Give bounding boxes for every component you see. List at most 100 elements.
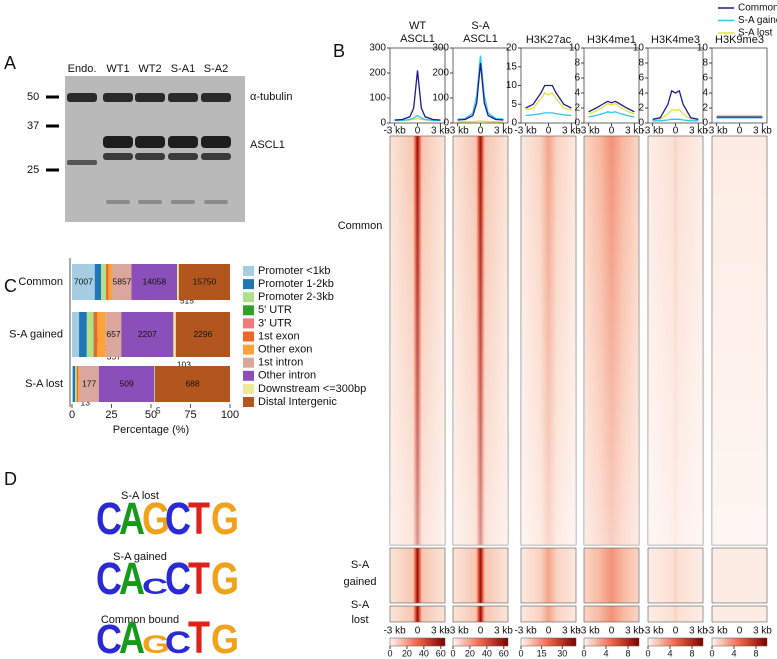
bar-segment xyxy=(178,264,230,300)
profile-line xyxy=(457,55,504,120)
y-tick-label: 20 xyxy=(506,43,518,54)
band xyxy=(204,200,228,204)
value-label: 177 xyxy=(82,378,96,388)
y-tick-label: 10 xyxy=(697,43,709,54)
x-tick-label: 3 kb xyxy=(494,126,513,137)
x-tick-label: 0 xyxy=(609,126,615,137)
bar-segment xyxy=(72,366,76,402)
profile-title: ASCL1 xyxy=(463,33,498,45)
band xyxy=(135,136,165,148)
colorbar xyxy=(583,637,640,647)
bar-segment xyxy=(154,366,230,402)
legend-label: Promoter 2-3kb xyxy=(258,291,334,303)
colorbar-label: 40 xyxy=(482,648,492,658)
heatmap xyxy=(583,547,640,604)
band xyxy=(138,200,162,204)
y-tick-label: 8 xyxy=(638,58,644,69)
marker-label: 37 xyxy=(27,120,39,132)
bar-segment xyxy=(106,264,109,300)
x-tick-label: 0 xyxy=(478,626,484,637)
legend-label: Promoter 1-2kb xyxy=(258,278,334,290)
x-tick-label: 0 xyxy=(737,626,743,637)
band xyxy=(135,153,165,160)
colorbar-label: 0 xyxy=(581,648,586,658)
value-label: 5 xyxy=(156,405,161,415)
band xyxy=(168,136,198,148)
motif-letter: G xyxy=(211,493,239,544)
x-tick-label: 25 xyxy=(105,409,117,421)
profile-line xyxy=(588,111,635,118)
profile-line xyxy=(394,114,441,122)
x-tick-label: 3 kb xyxy=(753,126,772,137)
bar-segment xyxy=(173,312,176,357)
profile-title: S-A xyxy=(471,20,490,32)
x-tick-label: -3 kb xyxy=(577,126,600,137)
legend-label: 1st exon xyxy=(258,330,300,342)
heatmap-row-label: S-A xyxy=(351,559,370,571)
band xyxy=(168,93,198,102)
x-tick-label: -3 kb xyxy=(577,626,600,637)
colorbar-label: 60 xyxy=(436,648,446,658)
y-tick-label: 4 xyxy=(574,88,580,99)
y-tick-label: 15 xyxy=(506,61,518,72)
heatmap xyxy=(520,605,577,623)
bar-segment xyxy=(175,312,230,357)
marker-label: 25 xyxy=(27,164,39,176)
legend-label: 5' UTR xyxy=(258,304,292,316)
band xyxy=(168,153,198,160)
legend-label: Promoter <1kb xyxy=(258,265,330,277)
motif-letter: A xyxy=(119,612,145,659)
x-tick-label: 3 kb xyxy=(562,126,581,137)
heatmap-fade xyxy=(712,136,767,545)
panel-label: D xyxy=(4,469,17,489)
profile-line xyxy=(394,70,441,121)
motif-letter: G xyxy=(211,553,239,604)
heatmap-fade xyxy=(453,136,508,545)
bar-segment xyxy=(79,312,87,357)
legend-swatch xyxy=(243,397,254,407)
colorbar-label: 8 xyxy=(625,648,630,658)
y-tick-label: 0 xyxy=(511,118,517,129)
y-tick-label: 6 xyxy=(638,73,644,84)
band xyxy=(103,136,133,148)
profile-line xyxy=(652,108,699,121)
profile-title: H3K4me1 xyxy=(587,34,636,46)
x-tick-label: -3 kb xyxy=(383,626,406,637)
heatmap xyxy=(520,547,577,604)
heatmap xyxy=(452,547,509,604)
bar-segment xyxy=(78,366,80,402)
x-tick-label: 0 xyxy=(673,626,679,637)
x-tick-label: -3 kb xyxy=(705,626,728,637)
bar-segment xyxy=(98,366,155,402)
band xyxy=(67,160,97,165)
y-tick-label: 10 xyxy=(569,43,581,54)
value-label: 2207 xyxy=(138,329,157,339)
bar-segment xyxy=(177,264,179,300)
profile-title: H3K27ac xyxy=(526,34,572,46)
band xyxy=(67,93,97,102)
y-tick-label: 2 xyxy=(638,103,644,114)
x-tick-label: -3 kb xyxy=(641,626,664,637)
y-tick-label: 100 xyxy=(369,93,386,104)
legend-swatch xyxy=(243,305,254,316)
y-tick-label: 0 xyxy=(638,118,644,129)
value-label: 2296 xyxy=(193,329,212,339)
x-tick-label: 3 kb xyxy=(431,626,450,637)
motif-letter: T xyxy=(188,612,210,659)
y-tick-label: 4 xyxy=(702,88,708,99)
profile-title: WT xyxy=(409,20,426,32)
colorbar-label: 4 xyxy=(603,648,608,658)
bar-segment xyxy=(131,264,178,300)
profile-frame xyxy=(711,47,768,124)
x-tick-label: -3 kb xyxy=(446,626,469,637)
legend-label: Common xyxy=(738,3,777,14)
bar-segment xyxy=(93,312,98,357)
lane-label: WT1 xyxy=(106,63,129,75)
y-tick-label: 6 xyxy=(574,73,580,84)
category-label: S-A gained xyxy=(9,328,63,340)
legend-swatch xyxy=(243,318,254,329)
profile-line xyxy=(525,84,572,109)
motif-letter: C xyxy=(96,617,122,659)
x-tick-label: 3 kb xyxy=(625,126,644,137)
lane-label: S-A2 xyxy=(204,63,228,75)
